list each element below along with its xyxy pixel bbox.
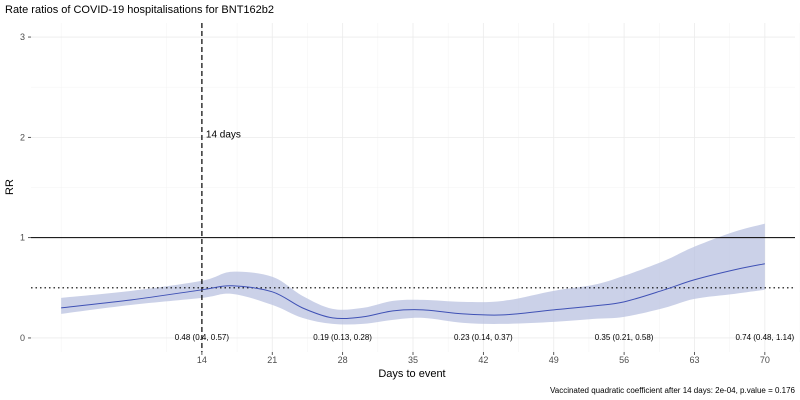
x-tick-label: 35 xyxy=(408,355,418,365)
estimate-label: 0.35 (0.21, 0.58) xyxy=(595,333,654,342)
x-tick-label: 56 xyxy=(619,355,629,365)
y-tick-label: 1 xyxy=(20,233,25,243)
x-axis-title: Days to event xyxy=(378,368,445,380)
x-tick-label: 49 xyxy=(549,355,559,365)
y-tick-label: 2 xyxy=(20,132,25,142)
y-tick-label: 0 xyxy=(20,333,25,343)
estimate-label: 0.48 (0.4, 0.57) xyxy=(175,333,230,342)
y-tick-label: 3 xyxy=(20,32,25,42)
x-tick-label: 70 xyxy=(760,355,770,365)
series-line xyxy=(61,263,765,320)
confidence-band-area xyxy=(61,223,765,325)
estimate-label: 0.74 (0.48, 1.14) xyxy=(735,333,794,342)
chart-title: Rate ratios of COVID-19 hospitalisations… xyxy=(5,4,274,16)
x-tick-label: 21 xyxy=(267,355,277,365)
confidence-band xyxy=(61,223,765,325)
x-tick-label: 42 xyxy=(478,355,488,365)
estimate-label: 0.19 (0.13, 0.28) xyxy=(313,333,372,342)
vline-label: 14 days xyxy=(206,129,241,140)
reference-lines: 14 days xyxy=(31,23,795,352)
x-tick-label: 14 xyxy=(197,355,207,365)
x-tick-label: 63 xyxy=(689,355,699,365)
estimate-annotations: 0.48 (0.4, 0.57) 0.19 (0.13, 0.28) 0.23 (0… xyxy=(175,333,795,342)
caption: Vaccinated quadratic coefficient after 1… xyxy=(550,386,796,395)
y-axis-ticks: 0 1 2 3 xyxy=(20,32,31,343)
x-tick-label: 28 xyxy=(338,355,348,365)
rr-estimate-line xyxy=(61,263,765,320)
x-axis-ticks: 14 21 28 35 42 49 56 63 70 xyxy=(197,352,770,365)
estimate-label: 0.23 (0.14, 0.37) xyxy=(454,333,513,342)
y-axis-title: RR xyxy=(4,179,16,195)
